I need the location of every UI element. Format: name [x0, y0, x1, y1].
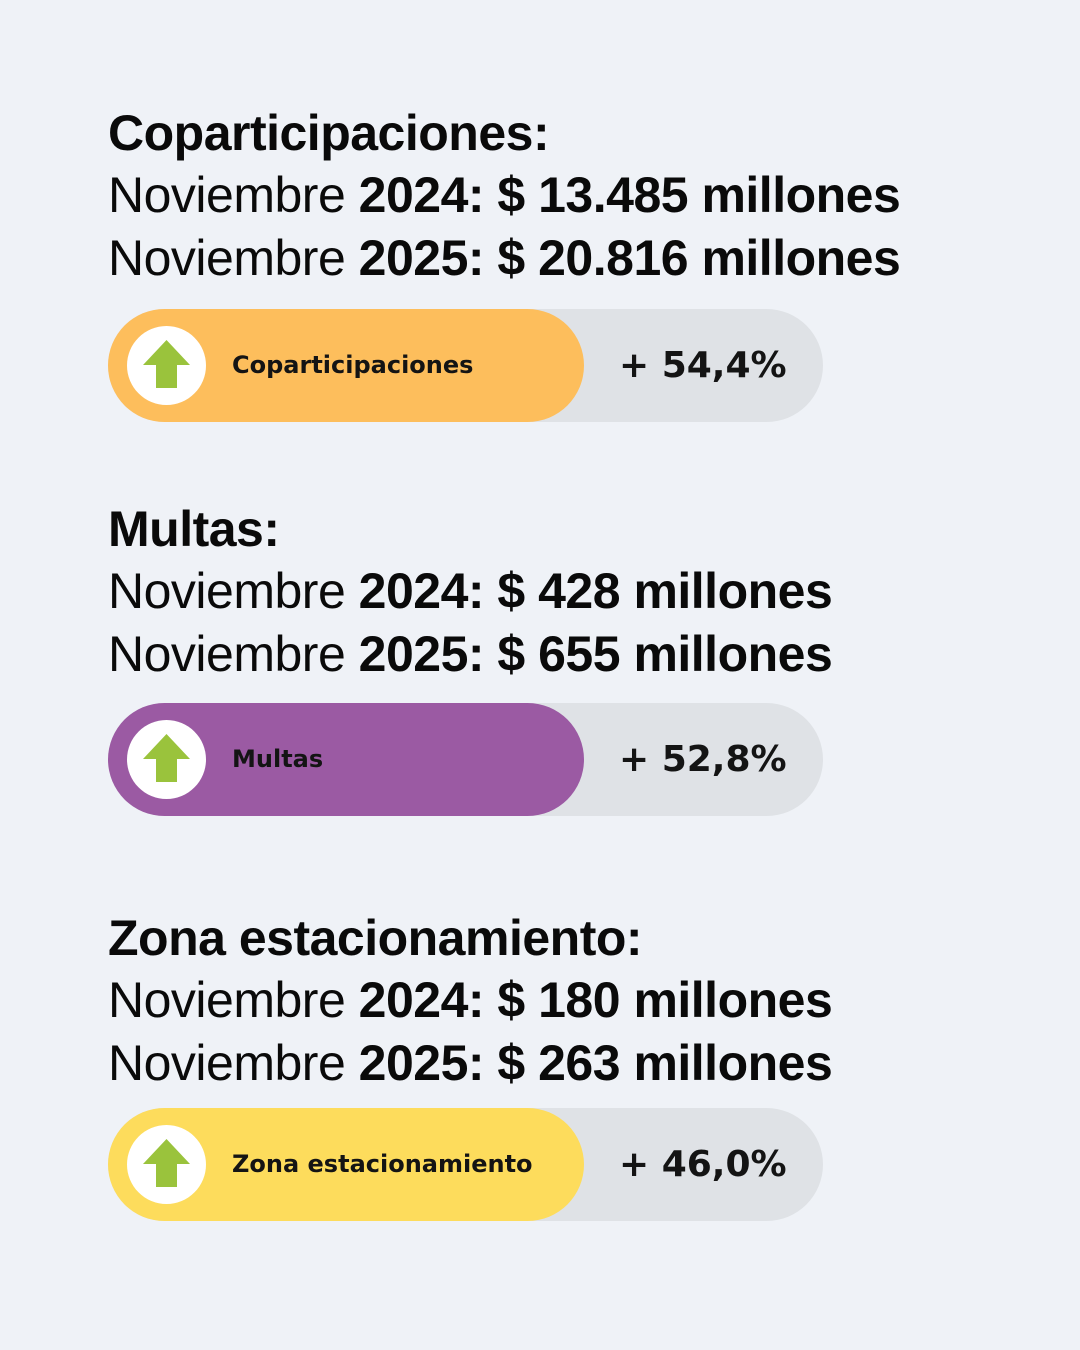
pill-change-value: + 52,8% — [619, 739, 787, 780]
row-label: Noviembre — [108, 563, 346, 619]
section-zona-estacionamiento: Zona estacionamiento: Noviembre 2024: $ … — [108, 907, 1008, 1095]
section-title: Multas: — [108, 501, 280, 557]
up-arrow-icon — [143, 734, 190, 782]
section-coparticipaciones: Coparticipaciones: Noviembre 2024: $ 13.… — [108, 102, 1008, 290]
row-2024: Noviembre 2024: $ 428 millones — [108, 560, 1008, 623]
pill-label: Coparticipaciones — [232, 351, 474, 379]
row-label: Noviembre — [108, 972, 346, 1028]
row-2024: Noviembre 2024: $ 13.485 millones — [108, 164, 1008, 227]
pill-label: Multas — [232, 745, 324, 773]
row-label: Noviembre — [108, 167, 346, 223]
icon-badge — [127, 326, 206, 405]
up-arrow-icon — [143, 1139, 190, 1187]
row-value: 2025: $ 20.816 millones — [358, 230, 901, 286]
up-arrow-icon — [143, 340, 190, 388]
row-value: 2025: $ 655 millones — [358, 626, 833, 682]
change-pill-zona-estacionamiento: Zona estacionamiento + 46,0% — [108, 1108, 823, 1221]
row-2025: Noviembre 2025: $ 20.816 millones — [108, 227, 1008, 290]
pill-label: Zona estacionamiento — [232, 1150, 533, 1178]
row-value: 2024: $ 13.485 millones — [358, 167, 901, 223]
row-label: Noviembre — [108, 1035, 346, 1091]
row-2025: Noviembre 2025: $ 655 millones — [108, 623, 1008, 686]
row-value: 2024: $ 428 millones — [358, 563, 833, 619]
icon-badge — [127, 720, 206, 799]
change-pill-coparticipaciones: Coparticipaciones + 54,4% — [108, 309, 823, 422]
section-title: Zona estacionamiento: — [108, 910, 643, 966]
row-2025: Noviembre 2025: $ 263 millones — [108, 1032, 1008, 1095]
row-2024: Noviembre 2024: $ 180 millones — [108, 969, 1008, 1032]
change-pill-multas: Multas + 52,8% — [108, 703, 823, 816]
icon-badge — [127, 1125, 206, 1204]
pill-change-value: + 54,4% — [619, 345, 787, 386]
row-label: Noviembre — [108, 230, 346, 286]
section-title: Coparticipaciones: — [108, 105, 550, 161]
row-label: Noviembre — [108, 626, 346, 682]
row-value: 2025: $ 263 millones — [358, 1035, 833, 1091]
pill-change-value: + 46,0% — [619, 1144, 787, 1185]
section-multas: Multas: Noviembre 2024: $ 428 millones N… — [108, 498, 1008, 686]
row-value: 2024: $ 180 millones — [358, 972, 833, 1028]
